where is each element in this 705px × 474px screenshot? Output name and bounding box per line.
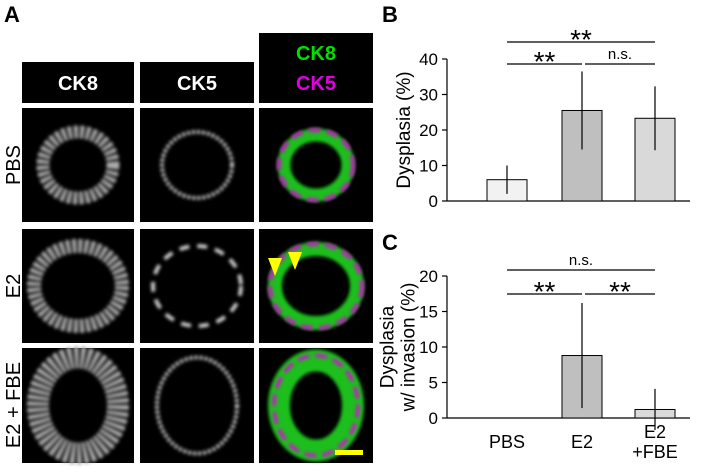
row-label: E2 + FBE [3,362,25,448]
x-tick-label: E2 [571,432,593,452]
column-header: CK5 [177,73,217,95]
merge-green [277,128,355,202]
significance-label: n.s. [608,46,632,63]
column-header: CK5 [296,73,336,95]
basal-ring [160,130,234,200]
column-header: CK8 [296,43,336,65]
y-tick-label: 0 [429,192,438,211]
y-tick-label: 0 [429,409,438,428]
arrowhead [268,258,282,276]
scale-bar [335,450,363,455]
y-tick-label: 5 [429,374,438,393]
x-tick-label: E2 +FBE [632,422,678,462]
panel-label: C [382,230,398,255]
merge-magenta [277,128,355,202]
micrographs [22,108,373,465]
merge-green [268,349,364,462]
y-axis-label: Dysplasiaw/ invasion (%) [378,283,420,413]
panel-label: B [382,2,398,27]
bar [634,117,676,202]
y-axis-label: Dysplasia (%) [394,71,415,188]
y-tick-label: 15 [419,303,438,322]
y-tick-label: 20 [419,121,438,140]
column-header: CK8 [58,73,98,95]
row-label: PBS [3,145,25,185]
x-tick-label: PBS [489,432,525,452]
micrograph [259,108,373,222]
y-tick-label: 10 [419,338,438,357]
y-tick-label: 40 [419,50,438,69]
micrograph [22,229,134,343]
cell-ring [27,239,129,333]
row-label: E2 [3,274,25,298]
y-tick-label: 20 [419,267,438,286]
basal-ring [151,244,243,328]
header-box [140,62,254,103]
micrograph [140,229,254,343]
significance-label: n.s. [569,252,593,269]
merge-magenta [272,353,360,458]
header-box [259,33,373,103]
significance-label: ** [534,276,556,307]
panel-label: A [4,2,20,27]
significance-label: ** [609,276,631,307]
cell-ring [36,125,120,205]
micrograph [140,108,254,222]
arrowhead [288,252,302,270]
header-box [22,62,134,103]
y-tick-label: 10 [419,157,438,176]
merge-magenta [268,242,364,330]
significance-label: ** [534,46,556,77]
y-tick-label: 30 [419,86,438,105]
cell-ring [27,346,129,465]
significance-label: ** [570,24,592,55]
basal-ring [155,355,239,456]
merge-green [268,242,364,330]
